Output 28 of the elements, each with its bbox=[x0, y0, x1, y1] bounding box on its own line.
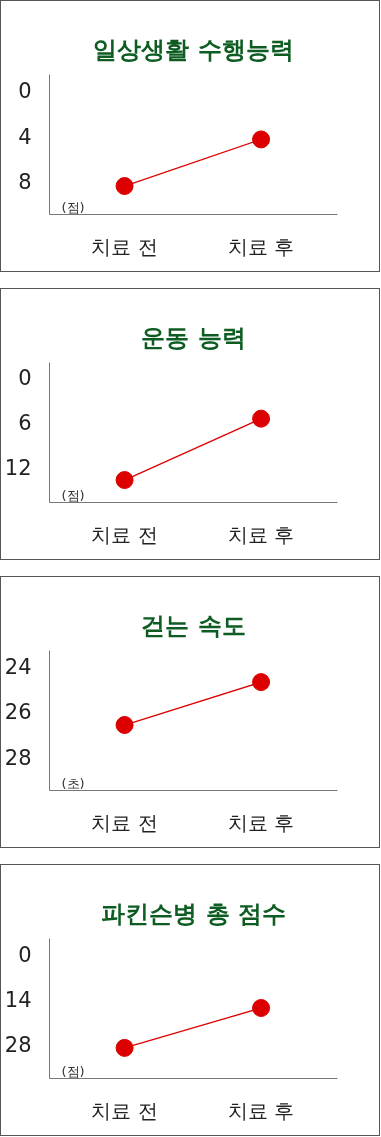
y-tick-label: 6 bbox=[18, 411, 32, 436]
x-tick-label: 치료 후 bbox=[227, 1098, 295, 1123]
y-tick-label: 0 bbox=[18, 943, 32, 968]
x-tick-label: 치료 후 bbox=[227, 522, 295, 547]
y-tick-label: 28 bbox=[4, 745, 32, 770]
y-axis-title: (점) bbox=[61, 199, 85, 215]
x-tick-label: 치료 후 bbox=[227, 810, 295, 835]
y-tick-label: 8 bbox=[18, 170, 32, 195]
x-tick-label: 치료 전 bbox=[91, 1098, 158, 1123]
x-tick-label: 치료 후 bbox=[227, 234, 295, 259]
y-tick-label: 0 bbox=[18, 366, 32, 391]
y-tick-label: 12 bbox=[4, 456, 32, 481]
chart-title: 운동 능력 bbox=[141, 323, 246, 352]
y-tick-label: 0 bbox=[18, 79, 32, 104]
y-axis-title: (점) bbox=[61, 487, 85, 503]
y-tick-label: 24 bbox=[4, 655, 32, 680]
y-tick-label: 28 bbox=[4, 1032, 32, 1057]
y-tick-label: 26 bbox=[4, 700, 32, 725]
y-tick-label: 14 bbox=[4, 988, 32, 1013]
x-tick-label: 치료 전 bbox=[91, 810, 158, 835]
chart-title: 일상생활 수행능력 bbox=[93, 35, 294, 64]
x-tick-label: 치료 전 bbox=[91, 234, 158, 259]
y-tick-label: 4 bbox=[18, 124, 32, 149]
y-axis-title: (점) bbox=[61, 1063, 85, 1079]
chart-title: 걷는 속도 bbox=[141, 611, 246, 640]
chart-title: 파킨슨병 총 점수 bbox=[101, 899, 286, 928]
x-tick-label: 치료 전 bbox=[91, 522, 158, 547]
y-axis-title: (초) bbox=[61, 775, 85, 791]
